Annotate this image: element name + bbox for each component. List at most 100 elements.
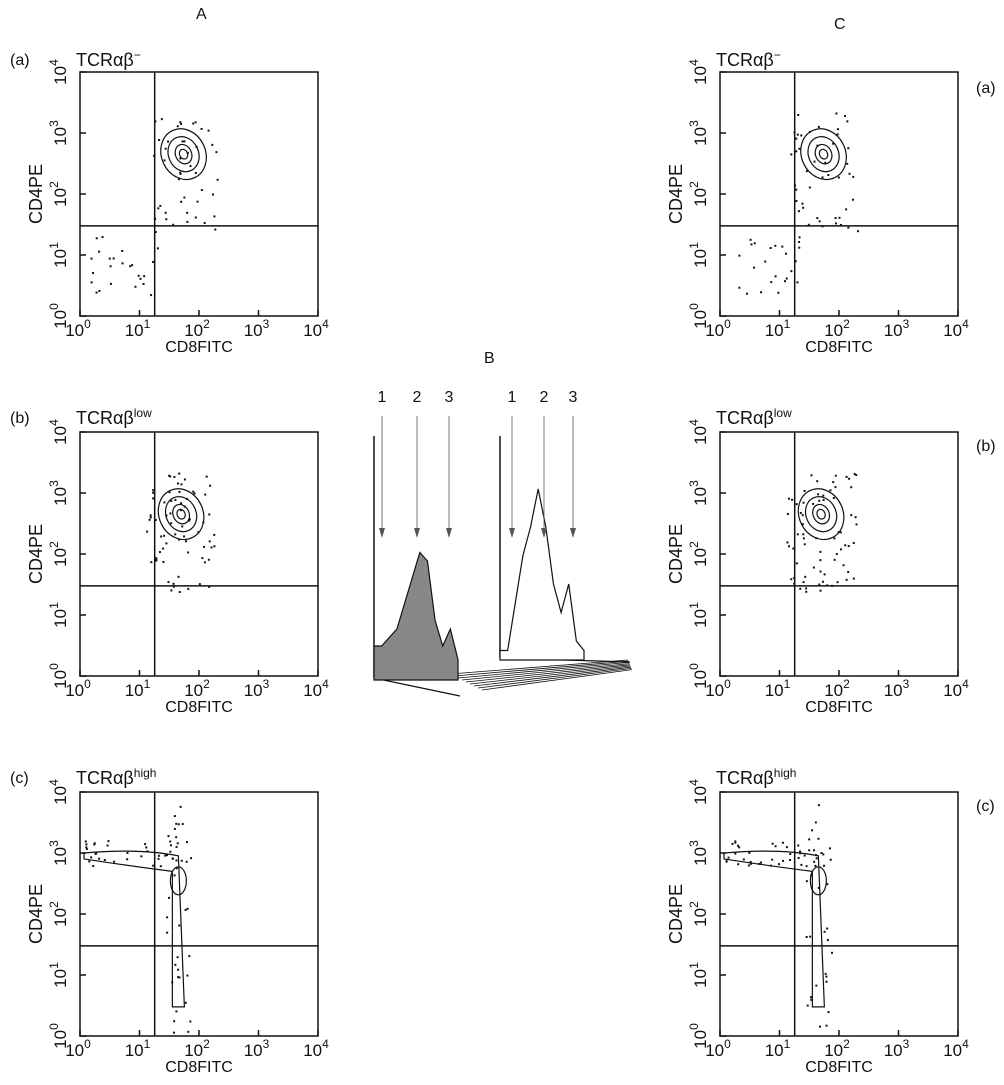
- event-dot: [174, 498, 177, 501]
- event-dot: [828, 847, 831, 850]
- event-dot: [150, 294, 153, 297]
- event-dot: [799, 587, 802, 590]
- event-dot: [165, 542, 168, 545]
- event-dot: [749, 862, 752, 865]
- event-dot: [774, 845, 777, 848]
- peak-arrow-head: [379, 528, 385, 538]
- x-tick-exponent: 0: [84, 317, 91, 331]
- event-dot: [180, 859, 183, 862]
- population-contour: [814, 143, 833, 165]
- event-dot: [179, 157, 182, 160]
- x-tick-exponent: 2: [843, 1037, 850, 1051]
- y-tick-label: 101: [47, 602, 70, 628]
- event-dot: [183, 505, 186, 508]
- event-dot: [174, 963, 177, 966]
- x-tick-exponent: 3: [903, 677, 910, 691]
- event-dot: [753, 242, 756, 245]
- y-tick-label: 104: [47, 419, 70, 445]
- event-dot: [213, 215, 216, 218]
- event-dot: [165, 854, 168, 857]
- y-tick-exponent: 2: [687, 541, 701, 548]
- event-dot: [143, 275, 146, 278]
- left-baseline: [373, 677, 461, 697]
- y-tick-exponent: 2: [687, 901, 701, 908]
- event-dot: [749, 861, 752, 864]
- y-tick-exponent: 2: [687, 181, 701, 188]
- event-dot: [832, 497, 835, 500]
- event-dot: [810, 474, 813, 477]
- event-dot: [179, 172, 182, 175]
- event-dot: [166, 931, 169, 934]
- event-dot: [187, 587, 190, 590]
- event-dot: [846, 162, 849, 165]
- event-dot: [140, 855, 143, 858]
- x-tick-exponent: 1: [784, 677, 791, 691]
- x-tick-label: 101: [765, 1037, 791, 1060]
- event-dot: [203, 221, 206, 224]
- x-tick-exponent: 2: [203, 1037, 210, 1051]
- event-dot: [131, 264, 134, 267]
- event-dot: [847, 545, 850, 548]
- event-dot: [156, 247, 159, 250]
- event-dot: [176, 956, 179, 959]
- event-dot: [163, 159, 166, 162]
- event-dot: [823, 864, 826, 867]
- event-dot: [121, 262, 124, 265]
- event-dot: [760, 861, 763, 864]
- event-dot: [155, 557, 158, 560]
- column-label-a: A: [196, 6, 207, 23]
- event-dot: [214, 228, 217, 231]
- event-dot: [843, 115, 846, 118]
- event-dot: [817, 493, 820, 496]
- event-dot: [771, 842, 774, 845]
- event-dot: [798, 240, 801, 243]
- x-tick-exponent: 3: [263, 317, 270, 331]
- event-dot: [822, 580, 825, 583]
- event-dot: [164, 854, 167, 857]
- event-dot: [107, 840, 110, 843]
- event-dot: [93, 842, 96, 845]
- event-dot: [185, 540, 188, 543]
- event-dot: [847, 147, 850, 150]
- x-tick-exponent: 3: [263, 1037, 270, 1051]
- event-dot: [178, 591, 181, 594]
- event-dot: [823, 930, 826, 933]
- y-tick-label: 104: [687, 59, 710, 85]
- population-contour: [804, 496, 838, 533]
- event-dot: [213, 533, 216, 536]
- event-dot: [198, 583, 201, 586]
- event-dot: [126, 858, 129, 861]
- event-dot: [793, 582, 796, 585]
- event-dot: [184, 908, 187, 911]
- y-tick-exponent: 0: [47, 303, 61, 310]
- event-dot: [157, 857, 160, 860]
- y-tick-label: 101: [687, 242, 710, 268]
- histogram-series-filled: [373, 551, 459, 681]
- panel-title-a-a: TCRαβ−: [76, 48, 141, 70]
- x-tick-exponent: 2: [843, 677, 850, 691]
- event-dot: [149, 516, 152, 519]
- event-dot: [742, 858, 745, 861]
- event-dot: [106, 844, 109, 847]
- event-dot: [121, 249, 124, 252]
- event-dot: [192, 122, 195, 125]
- event-dot: [170, 589, 173, 592]
- x-tick-exponent: 2: [843, 317, 850, 331]
- event-dot: [176, 125, 179, 128]
- event-dot: [845, 208, 848, 211]
- event-dot: [850, 514, 853, 517]
- x-tick-label: 102: [824, 1037, 850, 1060]
- event-dot: [173, 827, 176, 830]
- floor-grid-line: [461, 663, 630, 681]
- event-dot: [144, 843, 147, 846]
- event-dot: [98, 289, 101, 292]
- event-dot: [211, 143, 214, 146]
- y-tick-label: 100: [47, 1023, 70, 1049]
- x-tick-label: 104: [303, 1037, 329, 1060]
- event-dot: [817, 125, 820, 128]
- event-dot: [178, 490, 181, 493]
- event-dot: [725, 860, 728, 863]
- event-dot: [209, 484, 212, 487]
- event-dot: [794, 260, 797, 263]
- event-dot: [197, 531, 200, 534]
